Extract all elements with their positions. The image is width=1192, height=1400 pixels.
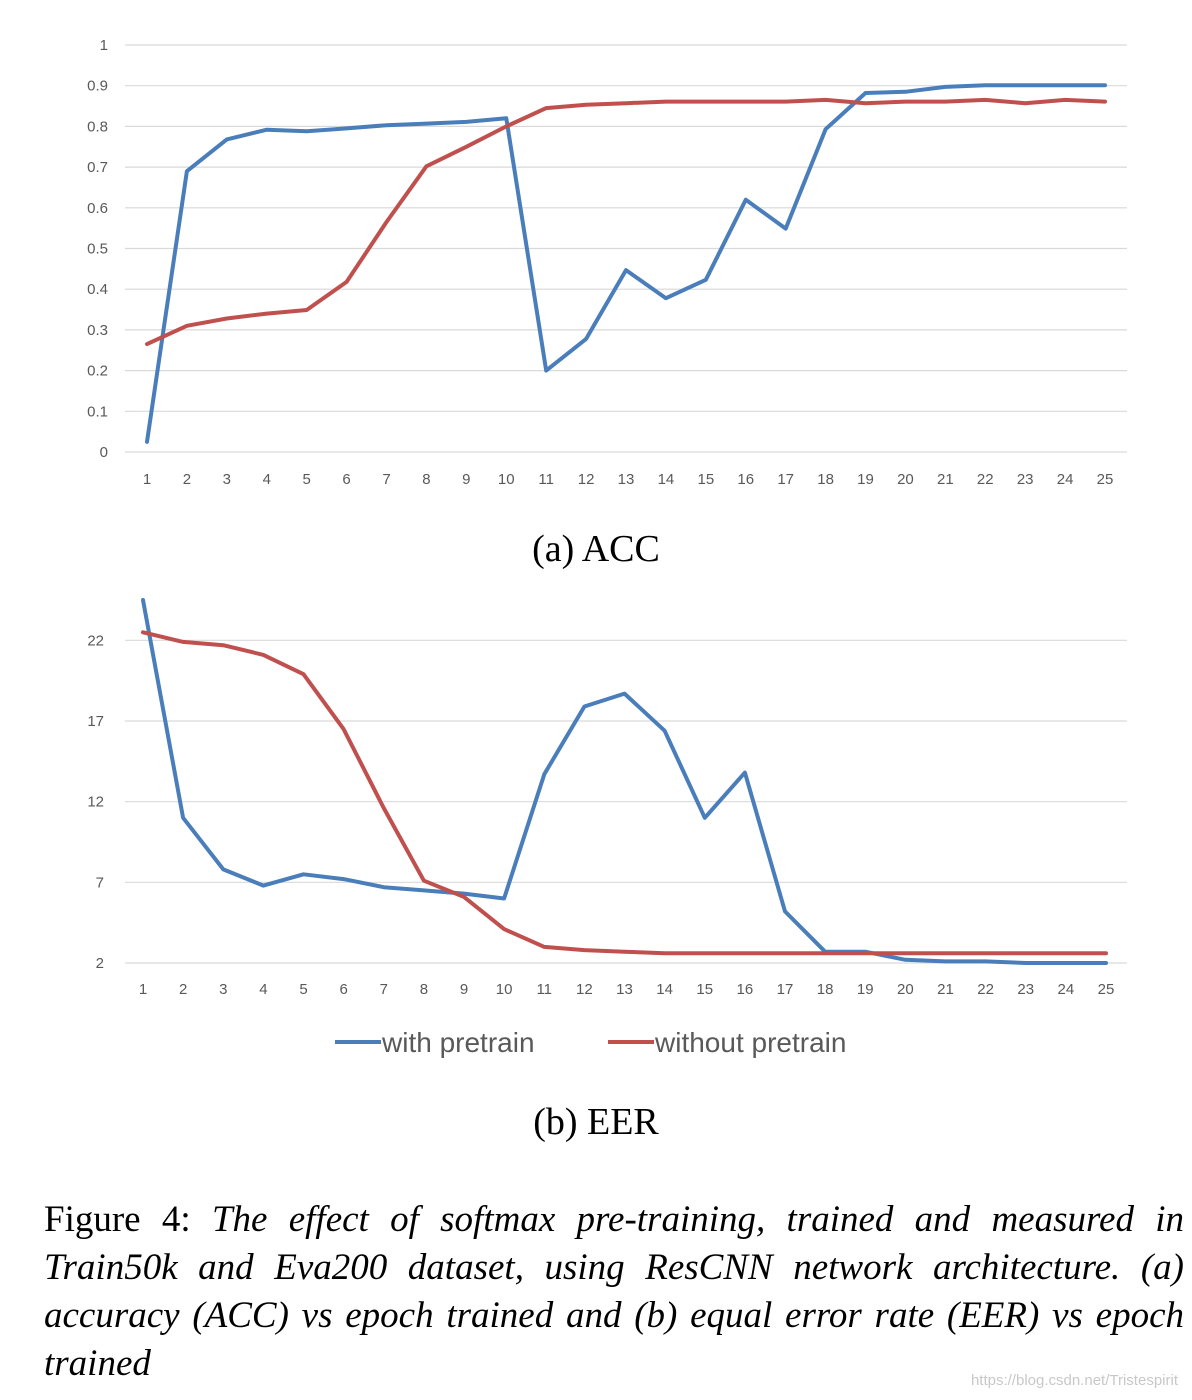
x-tick-label: 15 bbox=[696, 981, 713, 998]
y-tick-label: 0.3 bbox=[87, 322, 108, 339]
y-tick-label: 0 bbox=[100, 444, 108, 461]
y-tick-label: 0.1 bbox=[87, 403, 108, 420]
series-line-without-pretrain bbox=[145, 97, 1107, 347]
subcaption-eer: (b) EER bbox=[533, 1101, 659, 1143]
x-tick-label: 8 bbox=[422, 471, 430, 488]
x-tick-label: 18 bbox=[817, 471, 834, 488]
x-tick-label: 25 bbox=[1097, 471, 1114, 488]
y-tick-label: 0.7 bbox=[87, 159, 108, 176]
x-tick-label: 4 bbox=[259, 981, 267, 998]
figure-caption: Figure 4: The effect of softmax pre-trai… bbox=[44, 1196, 1184, 1388]
x-tick-label: 1 bbox=[143, 471, 151, 488]
legend-label: without pretrain bbox=[654, 1027, 846, 1058]
x-tick-label: 22 bbox=[977, 981, 994, 998]
x-tick-label: 15 bbox=[697, 471, 714, 488]
x-tick-label: 13 bbox=[618, 471, 635, 488]
x-tick-label: 2 bbox=[183, 471, 191, 488]
series-line-with-pretrain bbox=[145, 83, 1107, 444]
x-tick-label: 9 bbox=[460, 981, 468, 998]
y-tick-label: 0.6 bbox=[87, 200, 108, 217]
figure-caption-text: The effect of softmax pre-training, trai… bbox=[44, 1199, 1184, 1384]
x-tick-label: 5 bbox=[302, 471, 310, 488]
x-tick-label: 18 bbox=[817, 981, 834, 998]
x-tick-label: 23 bbox=[1017, 471, 1034, 488]
x-tick-label: 19 bbox=[857, 981, 874, 998]
x-tick-label: 2 bbox=[179, 981, 187, 998]
series-line-without-pretrain bbox=[141, 630, 1108, 956]
y-tick-label: 0.8 bbox=[87, 118, 108, 135]
x-tick-label: 24 bbox=[1058, 981, 1075, 998]
x-tick-label: 12 bbox=[576, 981, 593, 998]
y-tick-label: 0.4 bbox=[87, 281, 108, 298]
x-tick-label: 25 bbox=[1098, 981, 1115, 998]
x-tick-label: 21 bbox=[937, 981, 954, 998]
y-tick-label: 7 bbox=[96, 874, 104, 891]
series-line-with-pretrain bbox=[141, 598, 1108, 965]
x-tick-label: 10 bbox=[496, 981, 513, 998]
x-tick-label: 6 bbox=[342, 471, 350, 488]
x-tick-label: 12 bbox=[578, 471, 595, 488]
x-tick-label: 21 bbox=[937, 471, 954, 488]
x-tick-label: 13 bbox=[616, 981, 633, 998]
x-tick-label: 7 bbox=[382, 471, 390, 488]
watermark: https://blog.csdn.net/Tristespirit bbox=[970, 1372, 1178, 1389]
x-tick-label: 5 bbox=[299, 981, 307, 998]
x-tick-label: 3 bbox=[219, 981, 227, 998]
x-tick-label: 16 bbox=[737, 471, 754, 488]
x-tick-label: 7 bbox=[380, 981, 388, 998]
x-tick-label: 22 bbox=[977, 471, 994, 488]
x-tick-label: 23 bbox=[1017, 981, 1034, 998]
x-tick-label: 17 bbox=[777, 981, 794, 998]
acc-chart: 00.10.20.30.40.50.60.70.80.911 2 3 4 5 6 7 8 9 10… bbox=[87, 37, 1127, 488]
y-tick-label: 0.2 bbox=[87, 363, 108, 380]
x-tick-label: 9 bbox=[462, 471, 470, 488]
y-tick-label: 17 bbox=[87, 713, 104, 730]
x-tick-label: 14 bbox=[658, 471, 675, 488]
x-tick-label: 24 bbox=[1057, 471, 1074, 488]
figure-label: Figure 4: bbox=[44, 1199, 191, 1240]
y-tick-label: 12 bbox=[87, 794, 104, 811]
legend-label: with pretrain bbox=[381, 1027, 535, 1058]
x-tick-label: 3 bbox=[223, 471, 231, 488]
x-tick-label: 16 bbox=[737, 981, 754, 998]
y-tick-label: 2 bbox=[96, 955, 104, 972]
subcaption-acc: (a) ACC bbox=[532, 528, 660, 570]
x-tick-label: 6 bbox=[339, 981, 347, 998]
x-tick-label: 14 bbox=[656, 981, 673, 998]
x-tick-label: 19 bbox=[857, 471, 874, 488]
x-tick-label: 17 bbox=[777, 471, 794, 488]
x-tick-label: 20 bbox=[897, 471, 914, 488]
x-tick-label: 8 bbox=[420, 981, 428, 998]
x-tick-label: 1 bbox=[139, 981, 147, 998]
y-tick-label: 0.5 bbox=[87, 241, 108, 258]
x-tick-label: 20 bbox=[897, 981, 914, 998]
x-tick-label: 4 bbox=[263, 471, 271, 488]
x-tick-label: 10 bbox=[498, 471, 515, 488]
y-tick-label: 22 bbox=[87, 632, 104, 649]
y-tick-label: 0.9 bbox=[87, 78, 108, 95]
x-tick-label: 11 bbox=[538, 471, 554, 488]
y-tick-label: 1 bbox=[100, 37, 108, 54]
x-tick-label: 11 bbox=[536, 981, 552, 998]
